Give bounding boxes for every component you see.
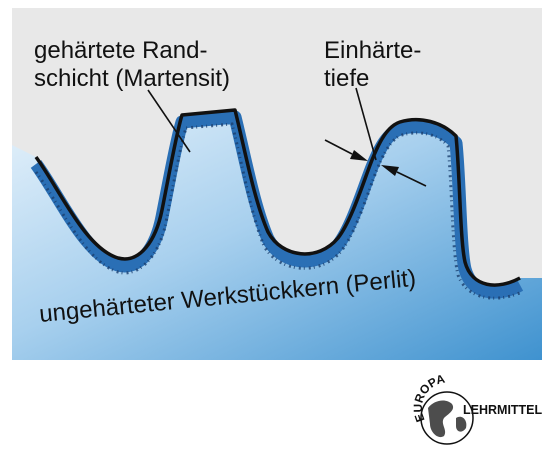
hardened-layer-texture [34,122,523,300]
depth-arrow-left-head [350,150,368,161]
workpiece-outline [34,108,521,287]
surface-layer-label-line1: gehärtete Rand- [34,37,207,64]
workpiece-core [12,110,542,360]
depth-label-line2: tiefe [324,65,369,92]
surface-layer-leader-line [147,89,191,153]
logo-globe-icon [420,391,474,445]
europa-lehrmittel-logo: EUROPA LEHRMITTEL [411,371,543,445]
logo-bottom-text: LEHRMITTEL [463,403,543,417]
depth-arrow-right-line [396,171,427,187]
logo-globe-continents [428,400,467,438]
depth-arrow-left-line [324,139,353,155]
depth-label-line1: Einhärte- [324,37,421,64]
depth-arrow-right-head [381,165,399,176]
surface-layer-label-line2: schicht (Martensit) [34,65,230,92]
depth-leader-line [355,87,377,161]
